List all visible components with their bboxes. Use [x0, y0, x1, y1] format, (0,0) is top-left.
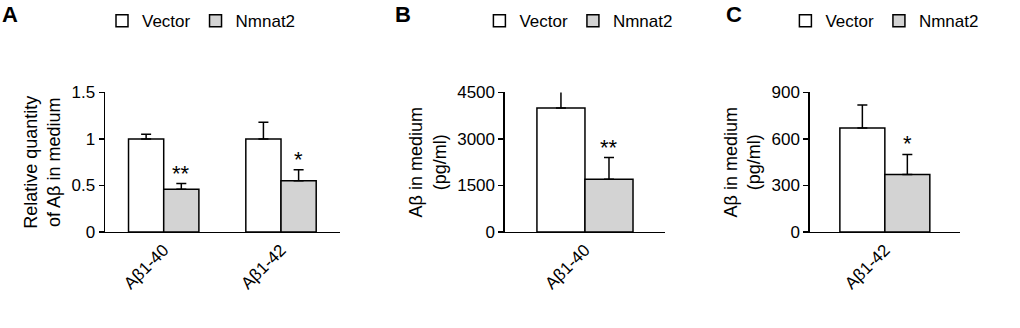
svg-text:Aβ in medium(pg/ml): Aβ in medium(pg/ml) [721, 107, 764, 217]
svg-text:Vector: Vector [142, 12, 191, 31]
svg-text:Aβ1-42: Aβ1-42 [237, 241, 289, 293]
svg-text:C: C [726, 2, 742, 27]
svg-text:1500: 1500 [457, 176, 495, 195]
svg-text:**: ** [172, 161, 190, 186]
svg-text:1.5: 1.5 [72, 83, 96, 102]
svg-text:Nmnat2: Nmnat2 [919, 12, 979, 31]
svg-text:A: A [2, 2, 18, 27]
svg-text:4500: 4500 [457, 83, 495, 102]
svg-text:B: B [395, 2, 411, 27]
svg-text:900: 900 [772, 83, 800, 102]
svg-text:*: * [903, 131, 912, 156]
svg-text:Nmnat2: Nmnat2 [236, 12, 296, 31]
svg-text:0: 0 [86, 223, 95, 242]
svg-text:Aβ in medium(pg/ml): Aβ in medium(pg/ml) [406, 107, 449, 217]
svg-text:600: 600 [772, 130, 800, 149]
svg-text:0: 0 [791, 223, 800, 242]
svg-text:3000: 3000 [457, 130, 495, 149]
svg-text:Vector: Vector [519, 12, 568, 31]
svg-text:Aβ1-40: Aβ1-40 [120, 241, 172, 293]
svg-text:1: 1 [86, 130, 95, 149]
svg-text:Nmnat2: Nmnat2 [613, 12, 673, 31]
svg-text:Vector: Vector [825, 12, 874, 31]
svg-text:0: 0 [486, 223, 495, 242]
svg-text:300: 300 [772, 176, 800, 195]
svg-text:0.5: 0.5 [72, 176, 96, 195]
svg-text:Aβ1-40: Aβ1-40 [541, 241, 593, 293]
svg-text:*: * [294, 147, 303, 172]
svg-text:**: ** [600, 135, 618, 160]
svg-text:Relative quantityof Aβ in medi: Relative quantityof Aβ in medium [21, 96, 64, 229]
svg-text:Aβ1-42: Aβ1-42 [841, 241, 893, 293]
